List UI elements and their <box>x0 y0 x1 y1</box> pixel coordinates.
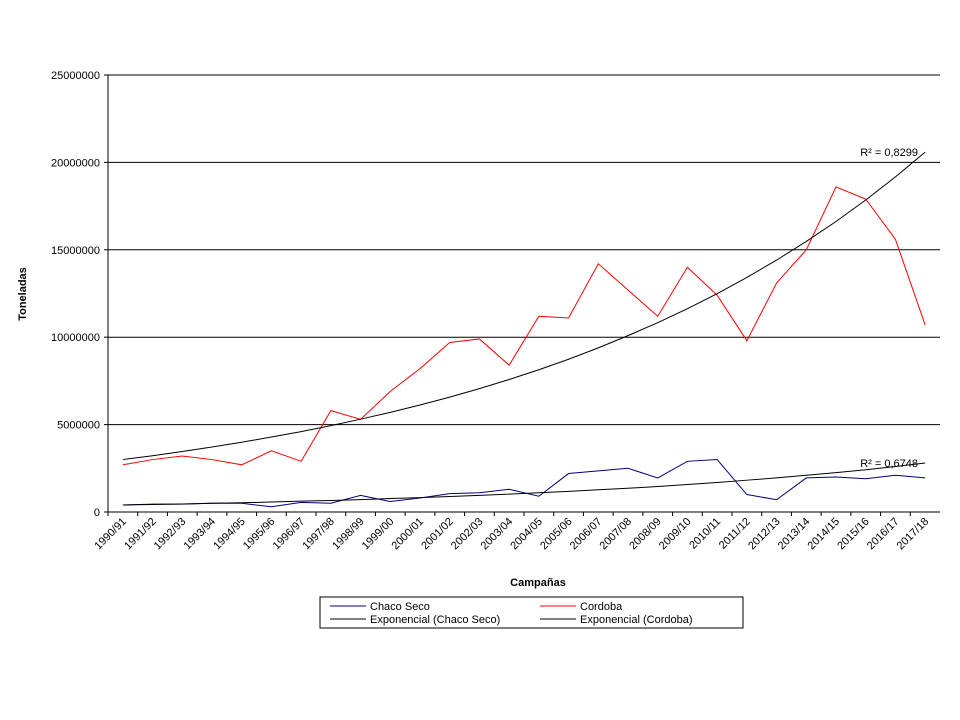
legend <box>319 596 744 629</box>
x-tick-label: 2012/13 <box>746 516 783 553</box>
x-tick-label: 2004/05 <box>508 516 545 553</box>
y-tick-label: 5000000 <box>57 420 100 432</box>
x-tick-label: 2002/03 <box>449 516 486 553</box>
y-tick-label: 15000000 <box>51 245 100 257</box>
legend-label: Exponencial (Cordoba) <box>580 614 693 626</box>
x-tick-label: 2014/15 <box>806 516 843 553</box>
x-tick-label: 2005/06 <box>538 516 575 553</box>
x-tick-label: 2010/11 <box>687 516 723 552</box>
y-tick-label: 25000000 <box>51 70 100 82</box>
y-axis-title: Toneladas <box>17 267 29 321</box>
y-tick-label: 0 <box>94 507 100 519</box>
series-line <box>122 462 926 506</box>
x-tick-label: 1990/91 <box>92 516 129 553</box>
series-line <box>122 151 926 461</box>
x-tick-label: 1995/96 <box>241 516 278 553</box>
x-tick-label: 2003/04 <box>479 516 516 553</box>
annotation: R² = 0,6748 <box>860 458 918 470</box>
x-tick-label: 2001/02 <box>419 516 456 553</box>
legend-label: Cordoba <box>580 601 623 613</box>
legend-label: Chaco Seco <box>370 601 430 613</box>
annotation: R² = 0,8299 <box>860 147 918 159</box>
x-tick-label: 2007/08 <box>598 516 635 553</box>
x-tick-label: 2009/10 <box>657 516 694 553</box>
y-tick-label: 10000000 <box>51 332 100 344</box>
series-line <box>122 459 926 508</box>
x-tick-label: 1997/98 <box>300 516 337 553</box>
x-tick-label: 1999/00 <box>360 516 397 553</box>
x-tick-label: 2016/17 <box>865 516 902 553</box>
x-tick-label: 1992/93 <box>152 516 189 553</box>
x-tick-label: 1998/99 <box>330 516 367 553</box>
x-tick-label: 1994/95 <box>211 516 248 553</box>
x-tick-label: 2015/16 <box>835 516 872 553</box>
x-tick-label: 1991/92 <box>122 516 159 553</box>
series-line <box>122 186 926 466</box>
legend-label: Exponencial (Chaco Seco) <box>370 614 500 626</box>
x-tick-label: 2000/01 <box>390 516 427 553</box>
x-axis-title: Campañas <box>510 577 566 589</box>
x-tick-label: 2008/09 <box>627 516 664 553</box>
x-tick-label: 1996/97 <box>271 516 308 553</box>
y-tick-label: 20000000 <box>51 157 100 169</box>
x-tick-label: 1993/94 <box>182 516 219 553</box>
x-tick-label: 2017/18 <box>895 516 932 553</box>
x-tick-label: 2013/14 <box>776 516 813 553</box>
x-tick-label: 2006/07 <box>568 516 605 553</box>
